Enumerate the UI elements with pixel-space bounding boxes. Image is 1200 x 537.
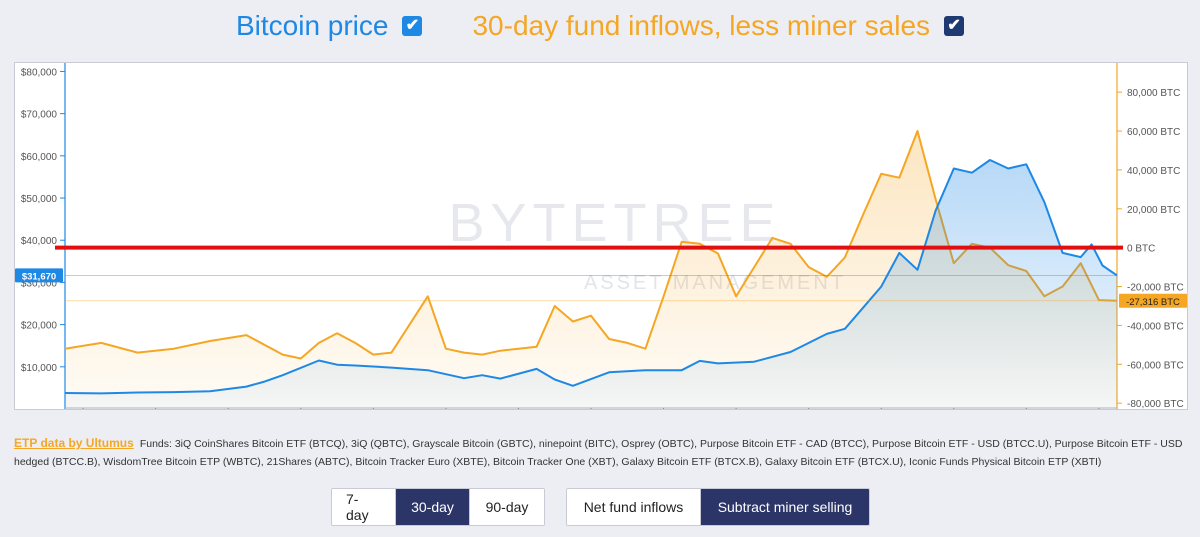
right-tick-label: -80,000 BTC [1127,399,1184,409]
chart-legend: Bitcoin price ✔ 30-day fund inflows, les… [0,0,1200,52]
left-tick-label: $70,000 [21,110,58,121]
btc-current-badge-label: $31,670 [22,271,56,282]
period-button-group: 7-day 30-day 90-day [331,488,545,526]
checkbox-bitcoin-price[interactable]: ✔ [402,16,423,36]
left-tick-label: $10,000 [21,363,58,374]
etp-data-link[interactable]: ETP data by Ultumus [14,436,134,450]
right-tick-label: -20,000 BTC [1127,283,1184,294]
left-tick-label: $20,000 [21,321,58,332]
legend-label-bitcoin-price: Bitcoin price [235,10,389,41]
legend-label-fund-inflows: 30-day fund inflows, less miner sales [472,10,931,41]
chart-plot: BYTETREEASSET MANAGEMENT$10,000$20,000$3… [15,63,1187,409]
net-fund-inflows-button[interactable]: Net fund inflows [567,489,701,525]
flow-current-badge [1119,293,1187,308]
watermark-brand: BYTETREE [448,193,781,253]
checkbox-fund-inflows[interactable]: ✔ [944,16,965,36]
left-tick-label: $30,000 [21,278,58,289]
right-tick-label: 0 BTC [1127,244,1155,255]
left-tick-label: $40,000 [21,236,58,247]
subtract-miner-selling-button[interactable]: Subtract miner selling [701,489,869,525]
bitcoin-price-series-area [65,160,1117,409]
chart-container: BYTETREEASSET MANAGEMENT$10,000$20,000$3… [14,62,1188,410]
left-tick-label: $60,000 [21,152,58,163]
right-tick-label: -40,000 BTC [1127,321,1184,332]
right-tick-label: 20,000 BTC [1127,205,1180,216]
period-30-day-button[interactable]: 30-day [396,489,470,525]
legend-item-bitcoin-price[interactable]: Bitcoin price ✔ [236,10,423,42]
flow-current-badge-label: -27,316 BTC [1126,297,1180,308]
funds-footnote: ETP data by Ultumus Funds: 3iQ CoinShares… [14,434,1186,471]
period-90-day-button[interactable]: 90-day [470,489,544,525]
right-tick-label: 60,000 BTC [1127,127,1180,138]
btc-current-badge [15,268,63,283]
mode-button-group: Net fund inflows Subtract miner selling [566,488,870,526]
bitcoin-price-series-line [64,159,1118,395]
funds-list-text: Funds: 3iQ CoinShares Bitcoin ETF (BTCQ)… [14,438,1183,468]
right-tick-label: 80,000 BTC [1127,88,1180,99]
left-tick-label: $50,000 [21,194,58,205]
left-tick-label: $80,000 [21,67,58,78]
right-tick-label: 40,000 BTC [1127,166,1180,177]
period-7-day-button[interactable]: 7-day [332,489,396,525]
right-tick-label: -60,000 BTC [1127,360,1184,371]
legend-item-fund-inflows[interactable]: 30-day fund inflows, less miner sales ✔ [472,10,965,42]
